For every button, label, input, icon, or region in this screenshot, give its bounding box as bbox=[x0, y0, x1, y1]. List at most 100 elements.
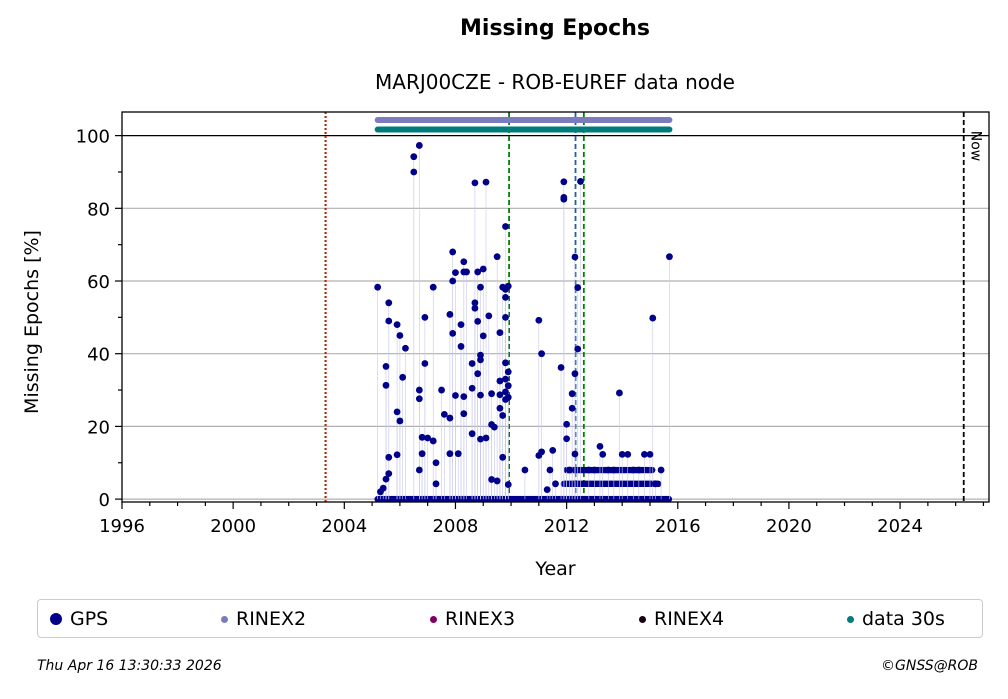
data-point bbox=[479, 332, 487, 340]
data-point bbox=[543, 486, 551, 494]
x-axis-label: Year bbox=[534, 558, 575, 580]
y-tick-label-40: 40 bbox=[87, 345, 110, 366]
data-point bbox=[538, 350, 546, 358]
data-point bbox=[449, 329, 457, 337]
data-point bbox=[415, 386, 423, 394]
data-point bbox=[385, 453, 393, 461]
data-point bbox=[432, 459, 440, 467]
data-point bbox=[599, 450, 607, 458]
data-point bbox=[521, 466, 529, 474]
data-point bbox=[457, 343, 465, 350]
data-point bbox=[502, 359, 509, 367]
data-point bbox=[493, 253, 501, 261]
y-tick-label-60: 60 bbox=[87, 272, 110, 293]
data-point bbox=[477, 283, 484, 291]
data-point bbox=[502, 223, 509, 230]
data-point bbox=[382, 381, 390, 389]
legend-label-data-30s: data 30s bbox=[862, 608, 945, 630]
data-point bbox=[415, 466, 423, 474]
data-point bbox=[504, 368, 512, 376]
data-point bbox=[418, 450, 426, 458]
data-point bbox=[415, 395, 423, 403]
legend-marker-gps bbox=[50, 613, 62, 625]
data-point bbox=[460, 410, 468, 418]
data-point bbox=[429, 283, 437, 291]
data-point bbox=[496, 329, 504, 337]
data-point bbox=[546, 466, 554, 474]
data-point bbox=[468, 384, 476, 392]
data-point bbox=[504, 282, 512, 290]
data-point bbox=[496, 404, 504, 412]
legend-label-rinex2: RINEX2 bbox=[236, 608, 307, 630]
data-point bbox=[629, 466, 637, 474]
x-tick-label-2000: 2000 bbox=[210, 516, 256, 537]
x-tick-label-2008: 2008 bbox=[433, 516, 479, 537]
data-point bbox=[457, 321, 465, 329]
legend-marker-rinex3 bbox=[430, 615, 437, 623]
data-point bbox=[535, 452, 543, 459]
x-tick-label-2004: 2004 bbox=[321, 516, 367, 537]
data-point bbox=[452, 392, 459, 399]
data-point bbox=[591, 466, 598, 474]
data-point bbox=[432, 480, 440, 488]
y-tick-label-20: 20 bbox=[87, 417, 110, 438]
legend-label-rinex4: RINEX4 bbox=[654, 608, 725, 630]
data-point bbox=[393, 321, 401, 329]
data-point bbox=[377, 488, 384, 496]
data-point bbox=[463, 268, 470, 276]
data-point bbox=[418, 433, 426, 441]
data-point bbox=[624, 450, 632, 458]
data-point bbox=[440, 411, 448, 418]
data-point bbox=[552, 480, 559, 488]
x-tick-label-2016: 2016 bbox=[655, 516, 701, 537]
data-point bbox=[557, 364, 565, 371]
data-point bbox=[502, 375, 509, 383]
data-point bbox=[477, 391, 484, 399]
legend-item-gps: GPS bbox=[50, 607, 108, 631]
data-point bbox=[460, 258, 468, 266]
data-point bbox=[396, 417, 404, 425]
now-label: Now bbox=[968, 131, 984, 162]
y-axis-label: Missing Epochs [%] bbox=[21, 230, 43, 414]
legend-marker-rinex4 bbox=[639, 615, 646, 623]
data-point bbox=[604, 466, 612, 474]
data-point bbox=[471, 299, 479, 307]
data-point bbox=[571, 253, 579, 261]
data-point bbox=[477, 356, 484, 364]
data-point bbox=[482, 434, 490, 442]
data-point bbox=[616, 389, 623, 397]
data-point bbox=[560, 178, 568, 186]
data-point bbox=[496, 391, 504, 399]
data-point bbox=[438, 386, 445, 394]
data-point bbox=[502, 313, 509, 321]
data-point-band-0 bbox=[665, 495, 673, 503]
data-point bbox=[563, 420, 571, 428]
data-point bbox=[474, 370, 482, 378]
data-point bbox=[504, 382, 512, 390]
data-point bbox=[488, 390, 495, 398]
data-point bbox=[477, 351, 484, 359]
data-point bbox=[641, 450, 648, 458]
data-point bbox=[666, 253, 673, 261]
data-point bbox=[471, 179, 479, 187]
data-point bbox=[385, 470, 393, 478]
plot-frame bbox=[121, 111, 990, 503]
data-point bbox=[610, 466, 618, 474]
data-point bbox=[496, 377, 504, 385]
data-point bbox=[410, 153, 418, 161]
data-point bbox=[577, 178, 584, 185]
data-point bbox=[479, 265, 487, 273]
data-point bbox=[574, 284, 582, 291]
data-point bbox=[424, 434, 432, 442]
data-point bbox=[488, 476, 495, 483]
data-point bbox=[504, 481, 512, 488]
data-point bbox=[635, 466, 643, 474]
footer-credit: ©GNSS@ROB bbox=[881, 658, 978, 674]
data-point bbox=[385, 299, 393, 307]
data-point bbox=[502, 388, 509, 396]
data-point bbox=[535, 316, 543, 324]
data-point-band-2 bbox=[649, 466, 656, 474]
data-point bbox=[471, 304, 479, 312]
data-point bbox=[563, 435, 571, 443]
